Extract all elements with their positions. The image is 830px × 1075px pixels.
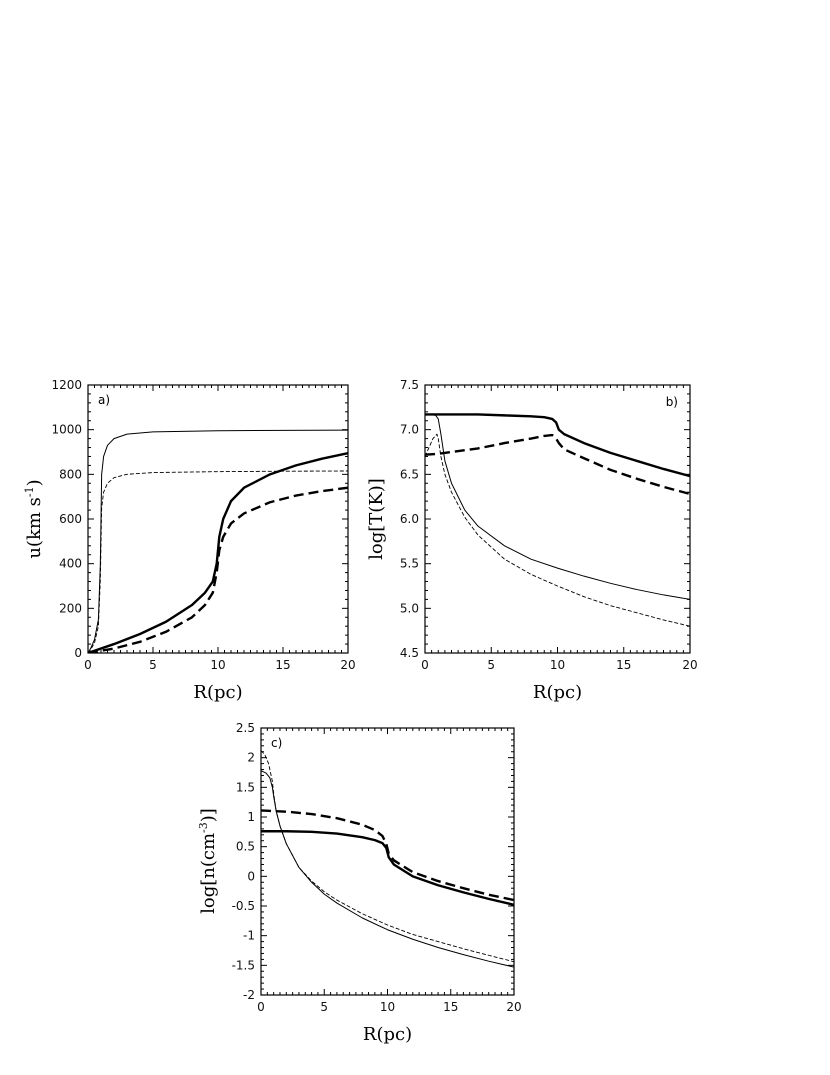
panel-c: 0 5 10 15 20 -2 -1.5 -1 -0.5 0 0.5 1 1.5 2 2.5 c) R(pc) l… (197, 721, 522, 1045)
y-tick-label: -0.5 (232, 899, 255, 913)
y-tick-label: 2 (247, 751, 255, 765)
series-line-thin-dashed (261, 750, 514, 963)
x-tick-label: 5 (320, 1000, 328, 1014)
panel-b: 0 5 10 15 20 4.5 5.0 5.5 6.0 6.5 7.0 7.5 b) R(pc) log[… (366, 378, 698, 703)
series-line-thick-solid (88, 451, 348, 653)
series-line-thin-solid (88, 429, 348, 653)
series-line-thick-dashed (425, 433, 690, 496)
y-tick-label: -1.5 (232, 958, 255, 972)
y-axis-label: log[T(K)] (366, 478, 387, 560)
panel-label: b) (666, 395, 678, 409)
y-tick-label: 5.0 (400, 601, 419, 615)
plot-frame (87, 384, 349, 654)
panel-a: 0 5 10 15 20020040060080010001200a)R(pc)u(km… (23, 378, 356, 703)
y-tick-label: 0.5 (236, 840, 255, 854)
y-tick-label: 600 (59, 512, 82, 526)
series-line-thick-dashed (88, 486, 348, 653)
x-tick-label: 0 (257, 1000, 265, 1014)
x-tick-label: 5 (149, 658, 157, 672)
series-line-thin-solid (261, 770, 514, 968)
series-line-thin-dashed (88, 470, 348, 653)
x-tick-label: 20 (506, 1000, 521, 1014)
y-tick-label: 400 (59, 557, 82, 571)
x-tick-label: 10 (550, 658, 565, 672)
x-tick-label: 0 (84, 658, 92, 672)
x-tick-label: 5 (487, 658, 495, 672)
y-tick-label: 4.5 (400, 646, 419, 660)
plot-frame (260, 727, 515, 996)
x-axis-label: R(pc) (363, 1024, 412, 1045)
y-tick-label: 200 (59, 601, 82, 615)
x-tick-label: 15 (275, 658, 290, 672)
y-tick-label: 2.5 (236, 721, 255, 735)
y-tick-label: 1 (247, 810, 255, 824)
series-line-thin-solid (425, 413, 690, 600)
y-tick-label: 7.0 (400, 423, 419, 437)
x-tick-label: 0 (421, 658, 429, 672)
y-tick-label: -2 (243, 988, 255, 1002)
y-tick-label: 6.0 (400, 512, 419, 526)
y-axis-label: u(km s-1) (23, 479, 45, 558)
y-tick-label: 7.5 (400, 378, 419, 392)
y-tick-label: 1.5 (236, 780, 255, 794)
y-tick-label: 0 (247, 869, 255, 883)
x-tick-label: 15 (443, 1000, 458, 1014)
panel-label: a) (98, 393, 110, 407)
x-axis-label: R(pc) (533, 682, 582, 703)
y-tick-label: 1000 (51, 423, 82, 437)
y-tick-label: 6.5 (400, 467, 419, 481)
series-line-thick-dashed (261, 809, 514, 902)
x-tick-label: 10 (210, 658, 225, 672)
y-tick-label: -1 (243, 929, 255, 943)
x-tick-label: 20 (682, 658, 697, 672)
series-line-thick-solid (425, 413, 690, 478)
y-tick-label: 0 (74, 646, 82, 660)
panel-label: c) (271, 736, 282, 750)
y-tick-label: 5.5 (400, 557, 419, 571)
x-tick-label: 10 (380, 1000, 395, 1014)
x-tick-label: 15 (616, 658, 631, 672)
x-axis-label: R(pc) (193, 682, 242, 703)
x-tick-label: 20 (340, 658, 355, 672)
y-tick-label: 800 (59, 467, 82, 481)
y-tick-label: 1200 (51, 378, 82, 392)
y-axis-label: log[n(cm-3)] (197, 808, 219, 914)
series-line-thin-dashed (425, 433, 690, 627)
